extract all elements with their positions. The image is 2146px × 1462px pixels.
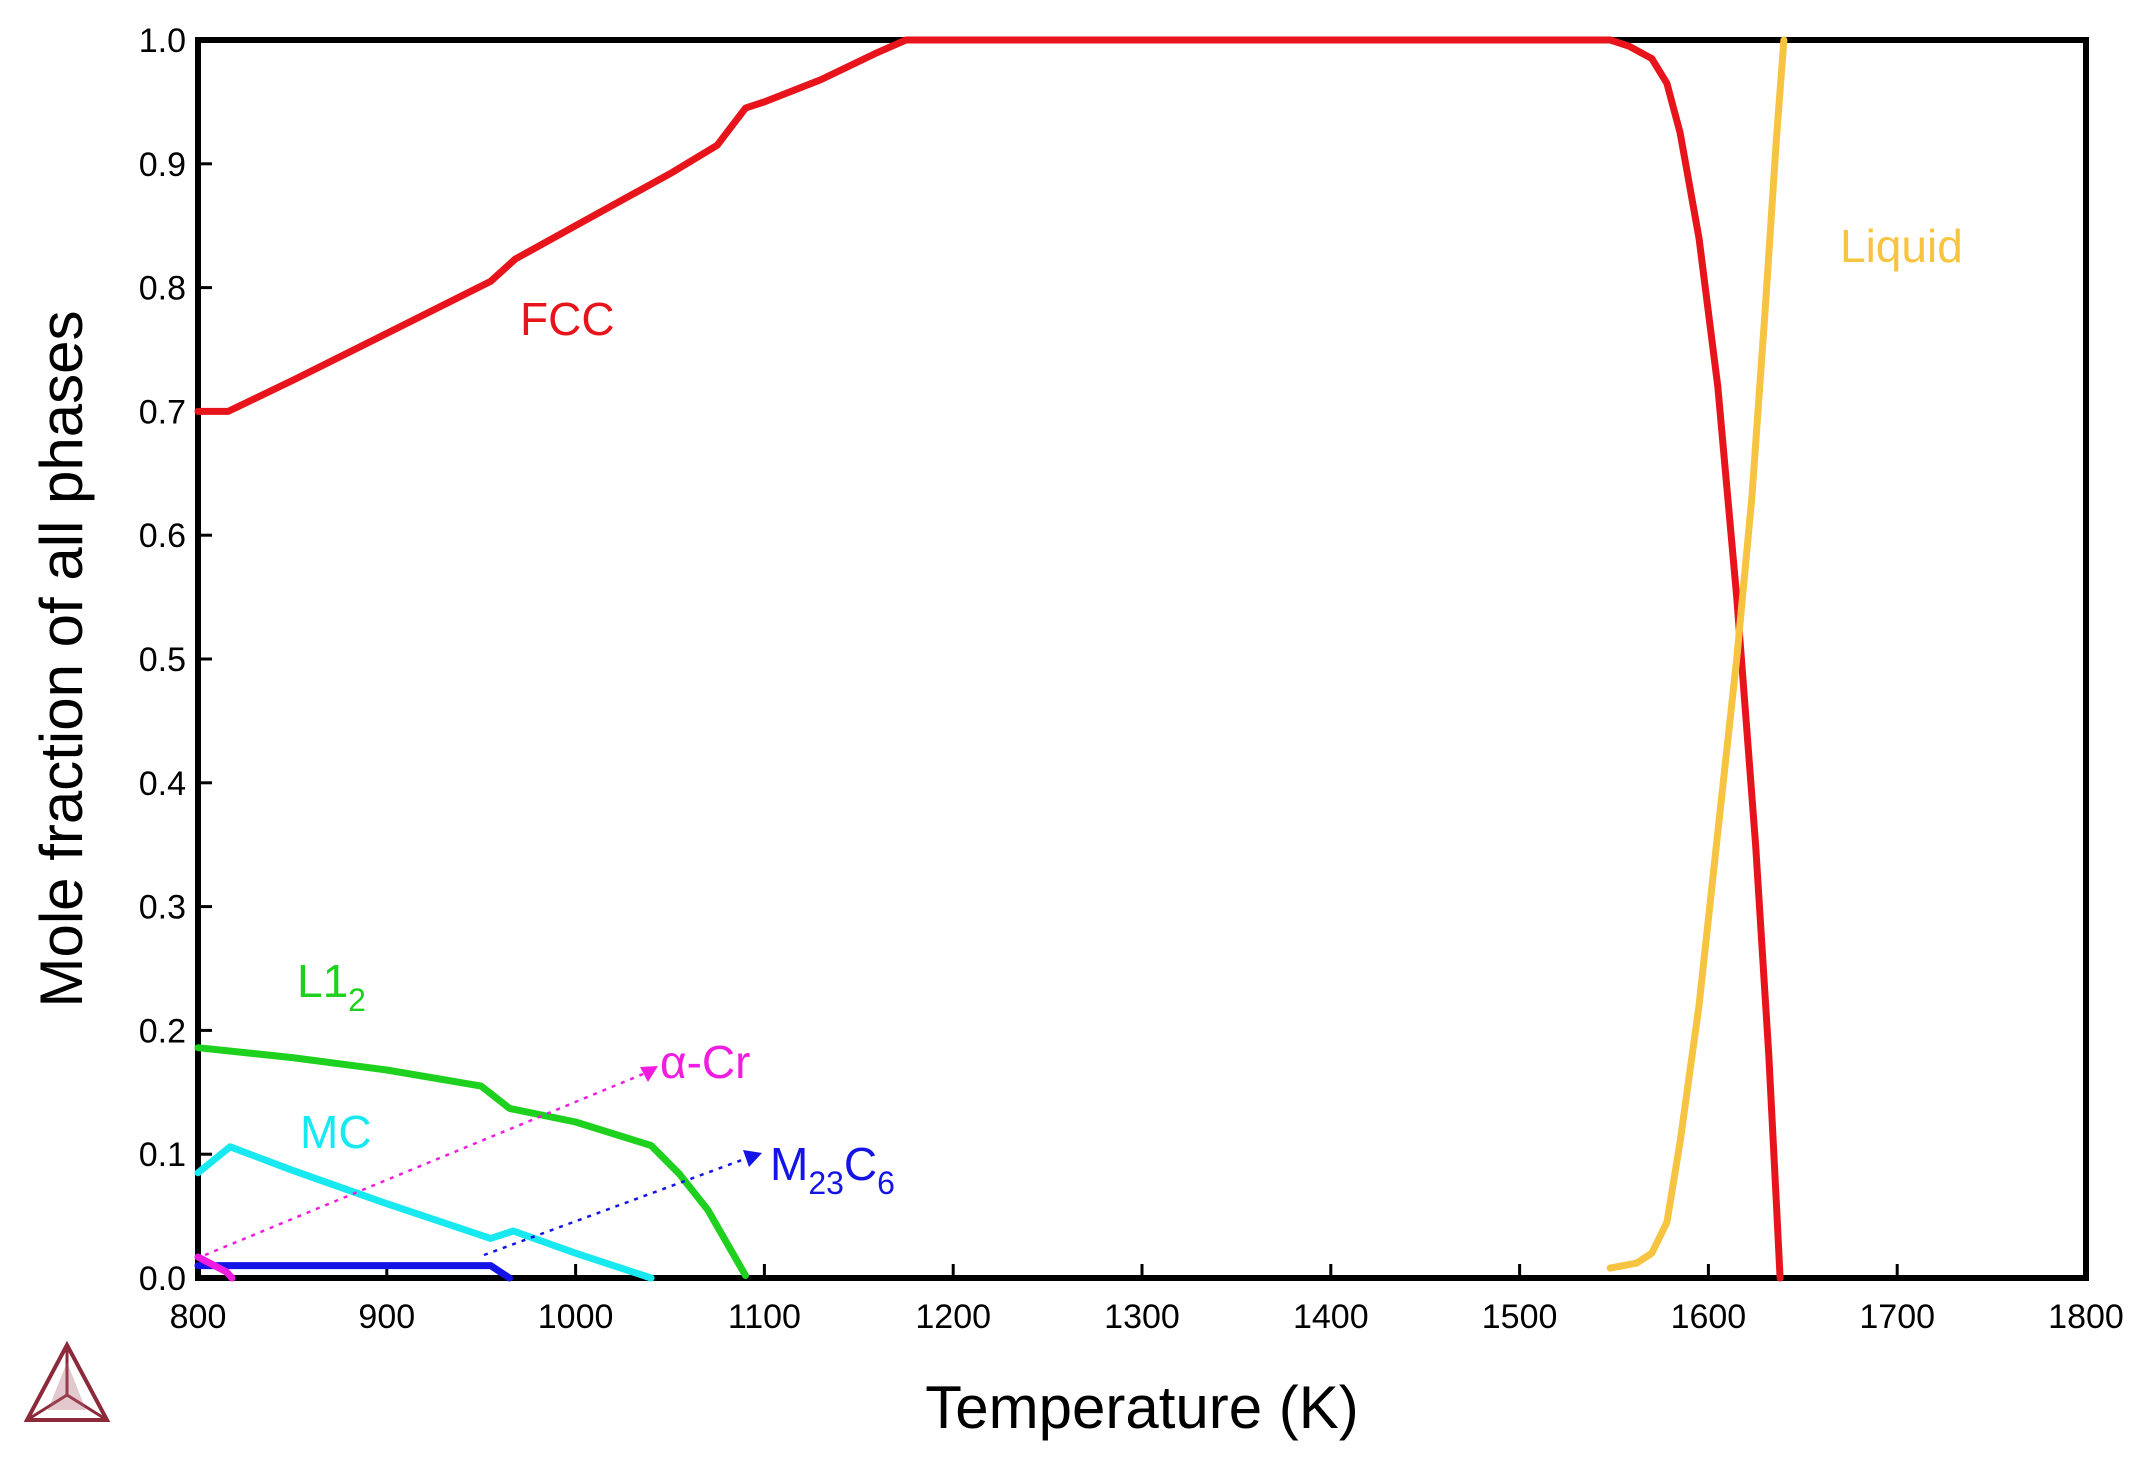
x-tick-label: 1200 [915, 1298, 991, 1336]
m23c6-label-m: M [770, 1138, 808, 1190]
x-tick-label: 1500 [1482, 1298, 1558, 1336]
logo-triangle-icon [23, 1340, 111, 1422]
y-tick-label: 0.3 [139, 889, 186, 927]
series-lines [194, 36, 1788, 1282]
l12-label-subscript: 2 [348, 982, 366, 1018]
l12-label: L12 [297, 955, 366, 1018]
mc-label: MC [300, 1106, 372, 1158]
series-line-l1-2 [194, 1044, 749, 1279]
x-axis-title: Temperature (K) [925, 1374, 1358, 1441]
x-tick-label: 800 [170, 1298, 227, 1336]
series-line-mc [194, 1143, 655, 1282]
x-tick-label: 1700 [1859, 1298, 1935, 1336]
x-tick-label: 900 [358, 1298, 415, 1336]
y-tick-label: 0.6 [139, 517, 186, 555]
annotation-arrows [204, 1066, 762, 1257]
x-tick-label: 1600 [1671, 1298, 1747, 1336]
m23c6-pointer-arrowhead [743, 1150, 762, 1167]
y-tick-label: 0.7 [139, 393, 186, 431]
y-axis-title: Mole fraction of all phases [28, 310, 95, 1007]
series-line-fcc [194, 36, 1784, 1282]
y-tick-label: 0.9 [139, 146, 186, 184]
y-tick-label: 0.2 [139, 1012, 186, 1050]
liquid-label: Liquid [1840, 220, 1963, 272]
fcc-label: FCC [520, 293, 615, 345]
x-axis-ticks: 800 900 1000 1100 1200 1300 1400 1500 1600 1700 18… [170, 1264, 2124, 1336]
y-axis-ticks: 0.0 0.1 0.2 0.3 0.4 0.5 0.6 0.7 0.8 0.9 1.0 [139, 22, 212, 1298]
y-tick-label: 1.0 [139, 22, 186, 60]
y-tick-label: 0.0 [139, 1260, 186, 1298]
m23c6-label-sub1: 23 [808, 1165, 844, 1201]
series-line-m23c6 [194, 1262, 513, 1282]
y-tick-label: 0.5 [139, 641, 186, 679]
l12-label-main: L1 [297, 955, 348, 1007]
alpha-cr-pointer-arrowhead [640, 1066, 658, 1082]
y-tick-label: 0.4 [139, 765, 186, 803]
alpha-cr-label: α-Cr [660, 1036, 750, 1088]
x-tick-label: 1800 [2048, 1298, 2124, 1336]
plot-frame [195, 37, 2089, 1281]
x-tick-label: 1400 [1293, 1298, 1369, 1336]
x-tick-label: 1000 [538, 1298, 614, 1336]
m23c6-label-sub2: 6 [877, 1165, 895, 1201]
m23c6-pointer-line [483, 1155, 751, 1257]
m23c6-label-c: C [844, 1138, 877, 1190]
series-line-liquid [1606, 36, 1788, 1272]
y-tick-label: 0.8 [139, 270, 186, 308]
m23c6-label: M23C6 [770, 1138, 895, 1201]
x-tick-label: 1100 [728, 1298, 801, 1336]
series-line--cr [194, 1253, 236, 1282]
y-tick-label: 0.1 [139, 1136, 186, 1174]
x-tick-label: 1300 [1104, 1298, 1180, 1336]
